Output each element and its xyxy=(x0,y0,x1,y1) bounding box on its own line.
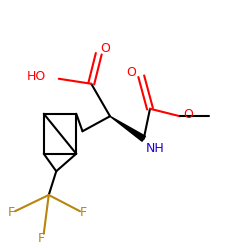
Text: F: F xyxy=(8,206,15,220)
Text: O: O xyxy=(126,66,136,80)
Text: F: F xyxy=(38,232,45,244)
Text: O: O xyxy=(184,108,194,121)
Polygon shape xyxy=(110,116,146,141)
Text: NH: NH xyxy=(146,142,164,155)
Text: O: O xyxy=(100,42,110,55)
Text: HO: HO xyxy=(27,70,46,83)
Text: F: F xyxy=(80,206,87,220)
